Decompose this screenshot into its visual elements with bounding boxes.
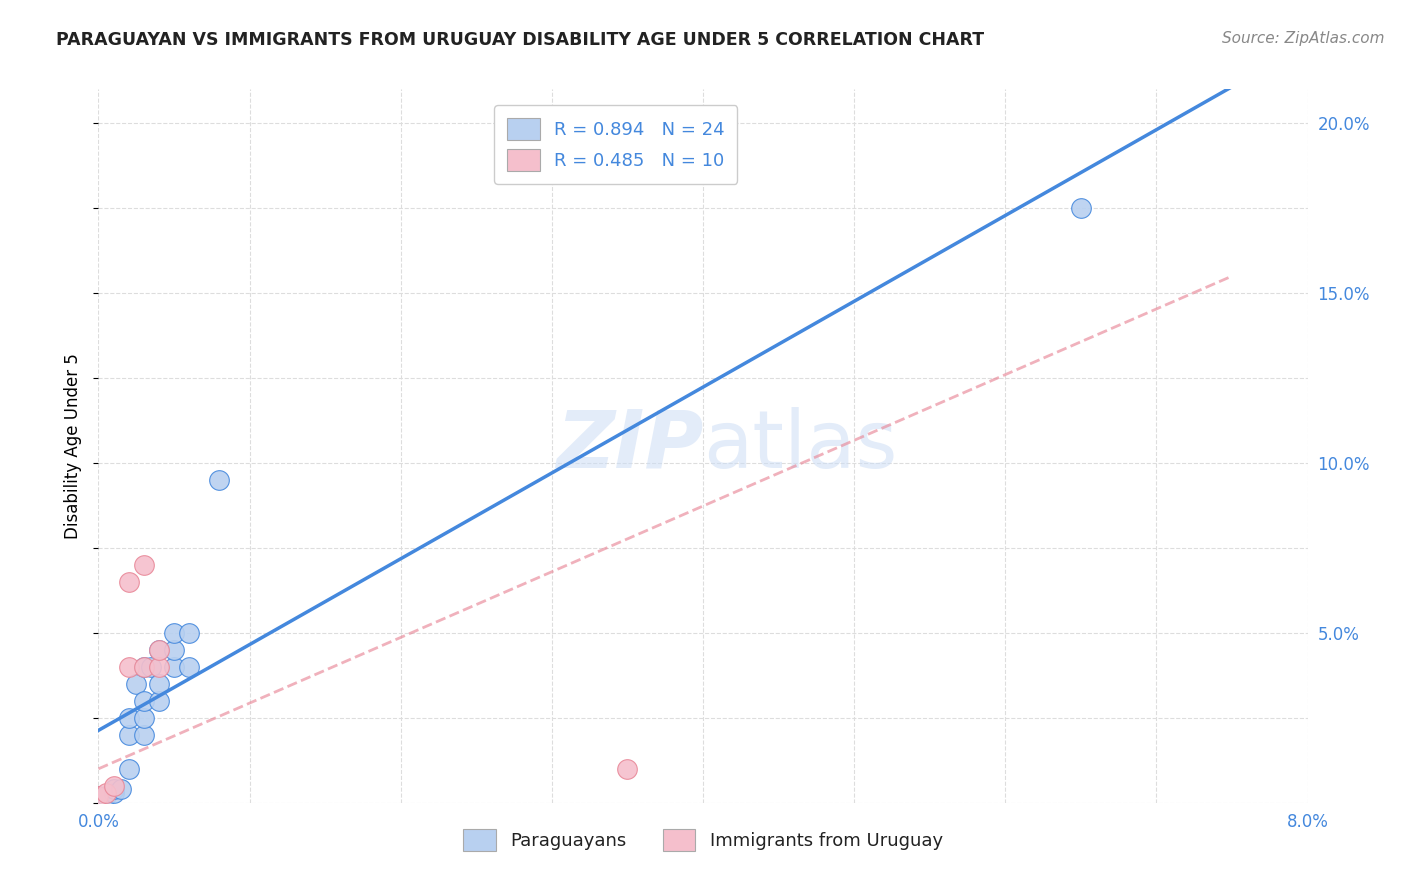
Point xyxy=(87,789,110,803)
Point xyxy=(148,694,170,708)
Point xyxy=(132,660,155,674)
Point xyxy=(163,660,186,674)
Point xyxy=(163,643,186,657)
Point xyxy=(118,660,141,674)
Point xyxy=(132,711,155,725)
Point xyxy=(132,558,155,572)
Point xyxy=(125,677,148,691)
Point xyxy=(1070,201,1092,215)
Point xyxy=(616,762,638,776)
Point xyxy=(132,694,155,708)
Point xyxy=(148,677,170,691)
Text: ZIP: ZIP xyxy=(555,407,703,485)
Point xyxy=(103,782,125,797)
Point xyxy=(110,782,132,797)
Point xyxy=(87,789,110,803)
Point xyxy=(148,660,170,674)
Point xyxy=(132,660,155,674)
Y-axis label: Disability Age Under 5: Disability Age Under 5 xyxy=(65,353,83,539)
Point xyxy=(118,574,141,589)
Point xyxy=(141,660,163,674)
Legend: Paraguayans, Immigrants from Uruguay: Paraguayans, Immigrants from Uruguay xyxy=(456,822,950,858)
Point xyxy=(118,711,141,725)
Point xyxy=(179,660,201,674)
Point xyxy=(179,626,201,640)
Point xyxy=(94,789,117,803)
Point xyxy=(94,786,117,800)
Point xyxy=(132,728,155,742)
Point xyxy=(118,728,141,742)
Point xyxy=(163,626,186,640)
Point xyxy=(118,762,141,776)
Text: PARAGUAYAN VS IMMIGRANTS FROM URUGUAY DISABILITY AGE UNDER 5 CORRELATION CHART: PARAGUAYAN VS IMMIGRANTS FROM URUGUAY DI… xyxy=(56,31,984,49)
Point xyxy=(148,643,170,657)
Point xyxy=(103,779,125,793)
Text: atlas: atlas xyxy=(703,407,897,485)
Point xyxy=(148,643,170,657)
Point xyxy=(103,786,125,800)
Text: Source: ZipAtlas.com: Source: ZipAtlas.com xyxy=(1222,31,1385,46)
Point xyxy=(208,473,231,487)
